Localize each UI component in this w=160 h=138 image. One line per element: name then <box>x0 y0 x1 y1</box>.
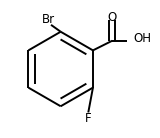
Text: F: F <box>85 112 92 125</box>
Text: Br: Br <box>42 13 55 26</box>
Text: OH: OH <box>134 32 152 45</box>
Text: O: O <box>107 11 116 24</box>
